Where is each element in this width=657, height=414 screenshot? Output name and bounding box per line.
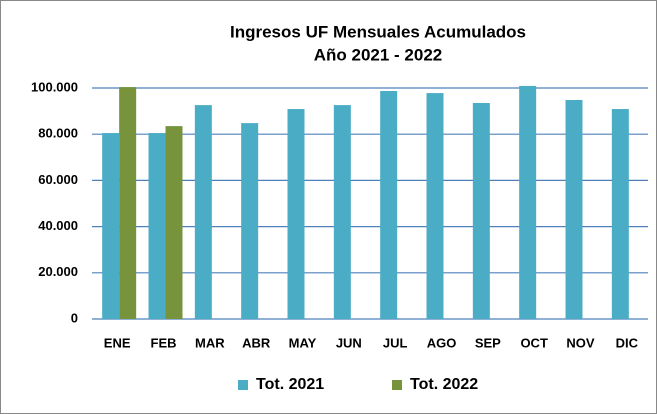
bar (102, 133, 120, 319)
x-tick-label: JUN (336, 335, 362, 350)
bar (194, 105, 212, 320)
bar (333, 105, 351, 320)
x-tick-label: AGO (427, 335, 457, 350)
bar (519, 85, 537, 320)
bar (241, 123, 259, 319)
chart-subtitle: Año 2021 - 2022 (314, 45, 443, 64)
y-tick-label: 0 (71, 310, 78, 325)
x-tick-label: JUL (383, 335, 408, 350)
y-tick-label: 40.000 (38, 218, 78, 233)
bar (380, 91, 398, 320)
x-tick-label: MAR (195, 335, 225, 350)
bar (148, 133, 166, 319)
bar (472, 103, 490, 319)
y-tick-label: 100.000 (31, 79, 78, 94)
x-tick-label: MAY (289, 335, 317, 350)
x-tick-label: SEP (475, 335, 501, 350)
x-tick-label: ABR (242, 335, 271, 350)
y-tick-label: 20.000 (38, 264, 78, 279)
y-tick-label: 60.000 (38, 172, 78, 187)
x-tick-label: OCT (520, 335, 548, 350)
bar (565, 100, 583, 320)
x-tick-label: FEB (151, 335, 177, 350)
legend-swatch (392, 380, 402, 390)
bar (287, 109, 305, 319)
y-tick-label: 80.000 (38, 126, 78, 141)
bar (426, 93, 444, 319)
x-tick-label: NOV (566, 335, 595, 350)
legend-swatch (238, 380, 248, 390)
bar (611, 109, 629, 319)
bar (165, 126, 183, 320)
bar (119, 87, 137, 320)
x-tick-label: DIC (616, 335, 639, 350)
x-tick-label: ENE (104, 335, 131, 350)
legend-label: Tot. 2021 (256, 376, 324, 393)
legend-label: Tot. 2022 (410, 376, 478, 393)
chart-title: Ingresos UF Mensuales Acumulados (230, 22, 526, 41)
